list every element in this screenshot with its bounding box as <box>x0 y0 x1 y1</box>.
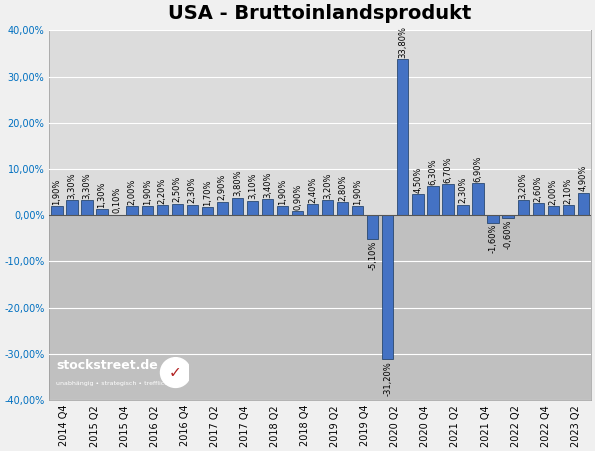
Text: -1,60%: -1,60% <box>488 224 497 253</box>
Text: -31,20%: -31,20% <box>383 361 392 396</box>
Bar <box>458 205 469 215</box>
Text: 2,90%: 2,90% <box>218 174 227 200</box>
Bar <box>51 207 62 215</box>
Text: 3,10%: 3,10% <box>248 173 257 199</box>
Bar <box>66 200 77 215</box>
Text: -0,60%: -0,60% <box>503 219 513 249</box>
Bar <box>382 215 393 359</box>
Bar <box>277 207 288 215</box>
Bar <box>578 193 589 215</box>
Text: 3,20%: 3,20% <box>519 173 528 199</box>
Text: 3,80%: 3,80% <box>233 170 242 196</box>
Bar <box>337 202 348 215</box>
Text: 1,90%: 1,90% <box>353 179 362 205</box>
Bar <box>247 201 258 215</box>
Bar <box>533 203 544 215</box>
Bar <box>563 206 574 215</box>
Title: USA - Bruttoinlandsprodukt: USA - Bruttoinlandsprodukt <box>168 4 472 23</box>
Bar <box>412 194 424 215</box>
Text: -5,10%: -5,10% <box>368 240 377 270</box>
Circle shape <box>161 358 190 387</box>
Text: 6,30%: 6,30% <box>428 158 437 184</box>
Bar <box>142 207 153 215</box>
Text: 4,50%: 4,50% <box>414 166 422 193</box>
Bar <box>442 184 453 215</box>
Text: ✓: ✓ <box>169 365 182 380</box>
Text: 2,40%: 2,40% <box>308 176 317 202</box>
Bar <box>518 200 529 215</box>
Bar <box>472 183 484 215</box>
Text: 2,30%: 2,30% <box>459 177 468 203</box>
Bar <box>96 209 108 215</box>
Bar <box>202 207 213 215</box>
Bar <box>217 202 228 215</box>
Bar <box>49 30 591 215</box>
Text: 1,90%: 1,90% <box>143 179 152 205</box>
Bar <box>367 215 378 239</box>
Text: 33,80%: 33,80% <box>398 26 408 58</box>
Text: 3,30%: 3,30% <box>83 172 92 198</box>
Text: 3,40%: 3,40% <box>263 171 272 198</box>
Bar <box>187 205 198 215</box>
Bar <box>232 198 243 215</box>
Text: 2,60%: 2,60% <box>534 175 543 202</box>
Bar <box>397 59 409 215</box>
Text: 2,50%: 2,50% <box>173 176 181 202</box>
Bar <box>262 199 273 215</box>
Text: 2,10%: 2,10% <box>564 178 573 204</box>
Bar <box>127 206 138 215</box>
Bar <box>49 215 591 400</box>
Text: unabhängig • strategisch • trefflicher: unabhängig • strategisch • trefflicher <box>57 381 176 386</box>
Bar <box>322 200 333 215</box>
Bar <box>352 207 364 215</box>
Text: 3,30%: 3,30% <box>67 172 77 198</box>
Bar <box>547 206 559 215</box>
Text: 2,00%: 2,00% <box>127 178 137 205</box>
Text: 1,70%: 1,70% <box>203 179 212 206</box>
Bar <box>156 205 168 215</box>
Text: 6,70%: 6,70% <box>443 156 452 183</box>
Bar <box>82 200 93 215</box>
Text: 1,90%: 1,90% <box>278 179 287 205</box>
Text: 0,10%: 0,10% <box>112 187 121 213</box>
Text: stockstreet.de: stockstreet.de <box>57 359 158 372</box>
Text: 1,90%: 1,90% <box>52 179 61 205</box>
Text: 2,30%: 2,30% <box>188 177 197 203</box>
Bar <box>487 215 499 223</box>
Text: 2,20%: 2,20% <box>158 177 167 204</box>
Text: 3,20%: 3,20% <box>323 173 332 199</box>
Bar <box>171 204 183 215</box>
Text: 1,30%: 1,30% <box>98 181 107 208</box>
Bar <box>502 215 513 218</box>
Text: 2,80%: 2,80% <box>338 175 347 201</box>
Text: 6,90%: 6,90% <box>474 156 483 182</box>
Text: 4,90%: 4,90% <box>579 165 588 191</box>
Bar <box>292 211 303 215</box>
Bar <box>307 204 318 215</box>
Bar <box>427 186 439 215</box>
Text: 2,00%: 2,00% <box>549 178 558 205</box>
Text: 0,90%: 0,90% <box>293 183 302 210</box>
